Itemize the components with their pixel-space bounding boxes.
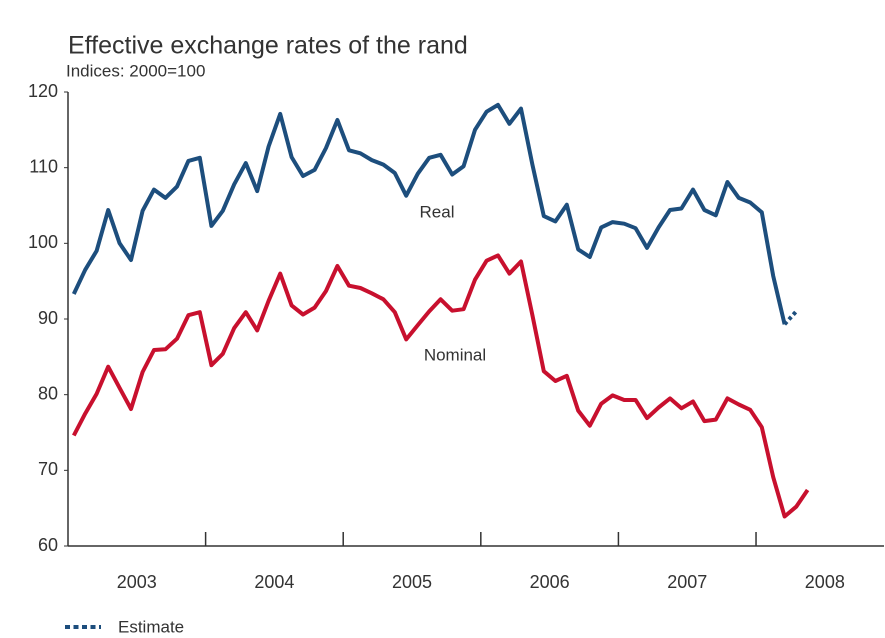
x-tick-label: 2003: [117, 572, 157, 592]
y-tick-label: 70: [38, 459, 58, 479]
y-tick-label: 100: [28, 232, 58, 252]
series-line: [72, 253, 810, 519]
series-label: Nominal: [424, 345, 486, 364]
y-tick-label: 60: [38, 535, 58, 555]
x-tick-label: 2008: [805, 572, 845, 592]
legend-label: Estimate: [118, 617, 184, 636]
x-tick-label: 2006: [530, 572, 570, 592]
series-label: Real: [420, 202, 455, 221]
y-tick-label: 80: [38, 383, 58, 403]
y-tick-label: 120: [28, 81, 58, 101]
y-tick-label: 90: [38, 308, 58, 328]
chart-title: Effective exchange rates of the rand: [68, 32, 468, 60]
y-tick-label: 110: [29, 156, 58, 176]
x-tick-label: 2004: [254, 572, 294, 592]
x-tick-label: 2005: [392, 572, 432, 592]
series-line: [783, 310, 798, 326]
series-line: [71, 102, 787, 325]
chart-subtitle: Indices: 2000=100: [66, 61, 205, 80]
x-tick-label: 2007: [667, 572, 707, 592]
